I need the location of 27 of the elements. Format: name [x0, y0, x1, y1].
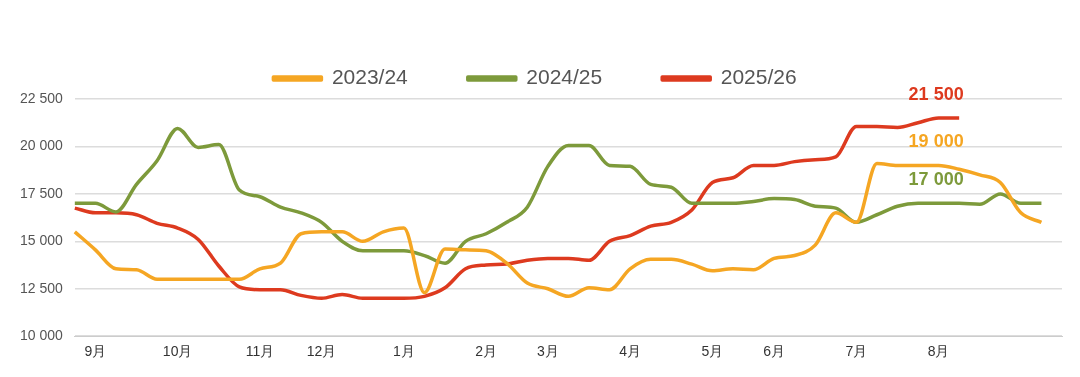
annotation: 19 000 [908, 131, 964, 152]
x-tick-label: 2月 [475, 343, 498, 360]
y-tick-label: 20 000 [19, 137, 64, 154]
x-tick-label: 6月 [763, 343, 785, 360]
y-tick-label: 15 000 [19, 232, 64, 249]
y-tick-label: 12 500 [19, 279, 64, 296]
x-tick-label: 12月 [306, 343, 337, 360]
y-tick-label: 22 500 [19, 89, 64, 106]
x-tick-label: 10月 [162, 343, 193, 360]
line-series [73, 161, 1044, 299]
x-tick-label: 5月 [701, 343, 724, 360]
x-tick-label: 3月 [536, 343, 559, 360]
x-tick-label: 1月 [392, 343, 415, 360]
y-tick-label: 10 000 [19, 327, 64, 344]
x-tick-label: 7月 [845, 343, 868, 360]
legend-label: 2025/26 [720, 65, 797, 89]
y-tick-label: 17 500 [19, 184, 64, 201]
x-tick-label: 4月 [619, 343, 642, 360]
line-series [73, 126, 1044, 265]
legend-label: 2023/24 [331, 65, 409, 89]
annotation: 21 500 [908, 83, 964, 104]
x-tick-label: 11月 [245, 343, 275, 360]
annotation: 17 000 [908, 169, 964, 190]
x-tick-label: 8月 [927, 343, 950, 360]
legend-label: 2024/25 [526, 65, 603, 89]
x-tick-label: 9月 [84, 343, 107, 360]
line-series [73, 116, 961, 300]
